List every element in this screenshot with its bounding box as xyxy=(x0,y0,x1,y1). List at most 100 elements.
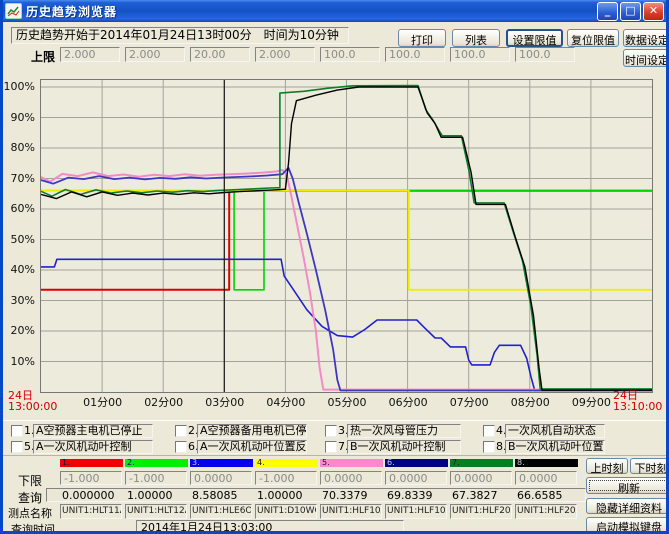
prev-moment-button[interactable]: 上时刻 xyxy=(586,458,628,475)
upper-limit-field-3[interactable]: 20.00 xyxy=(190,47,250,62)
series-8-line xyxy=(40,86,652,391)
axis-end-label: 24日 13:10:00 xyxy=(613,389,663,413)
legend-number: 5. xyxy=(24,440,35,453)
legend-number: 1. xyxy=(24,424,35,437)
lower-limit-field-2[interactable]: -1.000 xyxy=(125,471,187,485)
y-axis-tick: 30% xyxy=(10,293,35,307)
query-time-value: 2014年1月24日13:03:00 xyxy=(136,520,404,531)
lower-limit-field-5[interactable]: 0.0000 xyxy=(320,471,382,485)
legend-label-3: 热一次风母管压力 xyxy=(347,424,461,438)
legend-panel: 1. A空预器主电机已停止 2. A空预器备用电机已停止 3. 热一次风母管压力 4. 一次风… xyxy=(3,420,666,456)
data-setting-button[interactable]: 数据设定 xyxy=(623,29,666,47)
detail-panel: 1. 2. 3. 4. 5. 6. 7. 8. 下限 -1.000 -1.000 0.0000 -1… xyxy=(3,455,666,534)
list-button[interactable]: 列表 xyxy=(452,29,500,47)
x-axis-tick: 03分00 xyxy=(205,396,245,409)
legend-checkbox-8[interactable] xyxy=(483,441,495,453)
series-6-line xyxy=(40,166,652,392)
query-time-label: 查询时间 xyxy=(11,523,55,534)
lower-limit-field-3[interactable]: 0.0000 xyxy=(190,471,252,485)
query-value-4: 1.00000 xyxy=(257,489,303,502)
legend-checkbox-6[interactable] xyxy=(175,441,187,453)
time-setting-button[interactable]: 时间设定 xyxy=(623,49,666,67)
y-axis-tick: 50% xyxy=(10,232,35,246)
y-axis-tick: 40% xyxy=(10,263,35,276)
legend-label-1: A空预器主电机已停止 xyxy=(33,424,153,438)
legend-checkbox-7[interactable] xyxy=(325,441,337,453)
trend-chart xyxy=(40,80,652,392)
close-button[interactable]: ✕ xyxy=(643,1,664,21)
trend-plot-area[interactable] xyxy=(40,79,653,393)
upper-limit-field-1[interactable]: 2.000 xyxy=(60,47,120,62)
legend-checkbox-2[interactable] xyxy=(175,425,187,437)
upper-limit-field-4[interactable]: 2.000 xyxy=(255,47,315,62)
y-axis-tick: 90% xyxy=(10,110,35,124)
lower-limit-label: 下限 xyxy=(18,474,43,488)
tag-name-box-5: UNIT1:HLF10AS xyxy=(320,504,382,519)
virtual-keyboard-button[interactable]: 启动模拟键盘 xyxy=(586,517,666,531)
upper-limit-field-5[interactable]: 100.0 xyxy=(320,47,380,62)
series-5-color-swatch: 5. xyxy=(320,459,383,467)
series-6-color-swatch: 6. xyxy=(385,459,448,467)
upper-limit-field-7[interactable]: 100.0 xyxy=(450,47,510,62)
y-axis-tick: 60% xyxy=(10,202,35,215)
query-value-6: 69.8339 xyxy=(387,489,433,502)
y-axis-tick: 20% xyxy=(10,324,35,337)
x-axis-tick: 08分00 xyxy=(510,396,550,409)
axis-start-label: 24日 13:00:00 xyxy=(8,389,58,413)
lower-limit-field-6[interactable]: 0.0000 xyxy=(385,471,447,485)
series-3-line xyxy=(41,258,652,392)
tag-name-box-1: UNIT1:HLT11AI xyxy=(60,504,122,519)
legend-label-2: A空预器备用电机已停止 xyxy=(197,424,307,438)
series-2-color-swatch: 2. xyxy=(125,459,188,467)
legend-label-8: B一次风机动叶位置反馈 xyxy=(505,440,605,454)
series-7-color-swatch: 7. xyxy=(450,459,513,467)
y-axis-tick: 70% xyxy=(10,171,35,185)
query-value-2: 1.00000 xyxy=(127,489,173,502)
legend-number: 2. xyxy=(188,424,199,437)
legend-checkbox-4[interactable] xyxy=(483,425,495,437)
legend-number: 6. xyxy=(188,440,199,453)
tag-name-label: 测点名称 xyxy=(8,507,52,520)
trend-info-text: 历史趋势开始于2014年01月24日13时00分 时间为10分钟 xyxy=(11,27,349,44)
x-axis-tick: 01分00 xyxy=(83,396,123,409)
next-moment-button[interactable]: 下时刻 xyxy=(630,458,666,475)
series-8-color-swatch: 8. xyxy=(515,459,578,467)
upper-limit-field-2[interactable]: 2.000 xyxy=(125,47,185,62)
window-title: 历史趋势浏览器 xyxy=(26,4,118,19)
legend-checkbox-3[interactable] xyxy=(325,425,337,437)
hide-detail-button[interactable]: 隐藏详细资料 xyxy=(586,498,666,515)
query-value-8: 66.6585 xyxy=(517,489,563,502)
query-value-3: 8.58085 xyxy=(192,489,238,502)
series-5-line xyxy=(40,169,652,391)
maximize-button[interactable]: □ xyxy=(620,1,641,21)
upper-limit-label: 上限 xyxy=(31,50,56,64)
x-axis-tick: 05分00 xyxy=(327,396,367,409)
query-value-1: 0.000000 xyxy=(62,489,115,502)
upper-limit-field-8[interactable]: 100.0 xyxy=(515,47,575,62)
tag-name-box-3: UNIT1:HLE6OCI xyxy=(190,504,252,519)
tag-name-box-6: UNIT1:HLF10AS xyxy=(385,504,447,519)
legend-checkbox-5[interactable] xyxy=(11,441,23,453)
legend-checkbox-1[interactable] xyxy=(11,425,23,437)
x-axis-tick: 09分00 xyxy=(571,396,611,409)
series-7-line xyxy=(40,84,652,390)
title-bar: 历史趋势浏览器 _ □ ✕ xyxy=(3,0,666,22)
legend-label-4: 一次风机自动状态 xyxy=(505,424,605,438)
tag-name-box-8: UNIT1:HLF20AS xyxy=(515,504,577,519)
set-limit-button[interactable]: 设置限值 xyxy=(506,29,563,47)
lower-limit-field-4[interactable]: -1.000 xyxy=(255,471,317,485)
lower-limit-field-7[interactable]: 0.0000 xyxy=(450,471,512,485)
query-strip xyxy=(46,488,586,502)
legend-number: 4. xyxy=(496,424,507,437)
upper-limit-field-6[interactable]: 100.0 xyxy=(385,47,445,62)
refresh-button[interactable]: 刷新 xyxy=(586,477,666,495)
x-axis-tick: 06分00 xyxy=(388,396,428,409)
legend-number: 7. xyxy=(338,440,349,453)
lower-limit-field-8[interactable]: 0.0000 xyxy=(515,471,577,485)
reset-limit-button[interactable]: 复位限值 xyxy=(567,29,619,47)
print-button[interactable]: 打印 xyxy=(398,29,446,47)
minimize-button[interactable]: _ xyxy=(597,1,618,21)
main-content: 历史趋势开始于2014年01月24日13时00分 时间为10分钟 打印 列表 设… xyxy=(3,22,666,531)
lower-limit-field-1[interactable]: -1.000 xyxy=(60,471,122,485)
